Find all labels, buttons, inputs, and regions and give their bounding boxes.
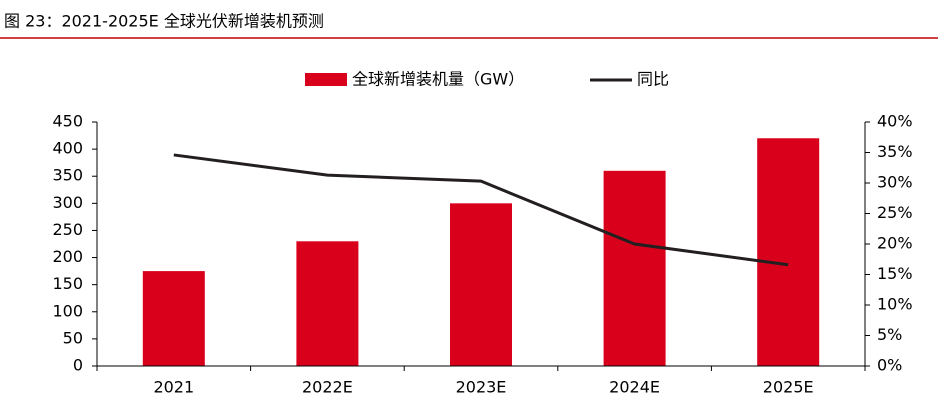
- y-tick-label: 250: [52, 220, 83, 239]
- y2-tick-label: 20%: [877, 234, 913, 253]
- bar: [603, 170, 666, 366]
- x-tick-label: 2024E: [609, 378, 660, 397]
- y-tick-label: 300: [52, 193, 83, 212]
- y2-tick-label: 25%: [877, 203, 913, 222]
- x-tick-label: 2022E: [302, 378, 353, 397]
- y2-tick-label: 0%: [877, 356, 902, 375]
- legend-label: 全球新增装机量（GW）: [352, 70, 524, 89]
- y-tick-label: 150: [52, 274, 83, 293]
- chart-title: 图 23：2021-2025E 全球光伏新增装机预测: [4, 12, 324, 31]
- y-tick-label: 0: [73, 356, 83, 375]
- bar: [296, 241, 359, 366]
- legend-swatch: [305, 73, 347, 86]
- y-tick-label: 400: [52, 139, 83, 158]
- y2-tick-label: 40%: [877, 112, 913, 131]
- x-tick-label: 2021: [153, 378, 194, 397]
- x-tick-label: 2023E: [456, 378, 507, 397]
- bar: [450, 203, 512, 366]
- x-tick-label: 2025E: [763, 378, 814, 397]
- y2-tick-label: 5%: [877, 325, 902, 344]
- bar: [757, 138, 820, 366]
- y-tick-label: 350: [52, 166, 83, 185]
- line-series: [173, 153, 789, 267]
- bar: [142, 271, 205, 366]
- y-tick-label: 100: [52, 301, 83, 320]
- y2-tick-label: 35%: [877, 142, 913, 161]
- y-tick-label: 450: [52, 112, 83, 131]
- y2-tick-label: 15%: [877, 264, 913, 283]
- y2-tick-label: 30%: [877, 173, 913, 192]
- y-tick-label: 50: [63, 328, 83, 347]
- legend-label: 同比: [637, 70, 669, 89]
- y-tick-label: 200: [52, 247, 83, 266]
- y2-tick-label: 10%: [877, 295, 913, 314]
